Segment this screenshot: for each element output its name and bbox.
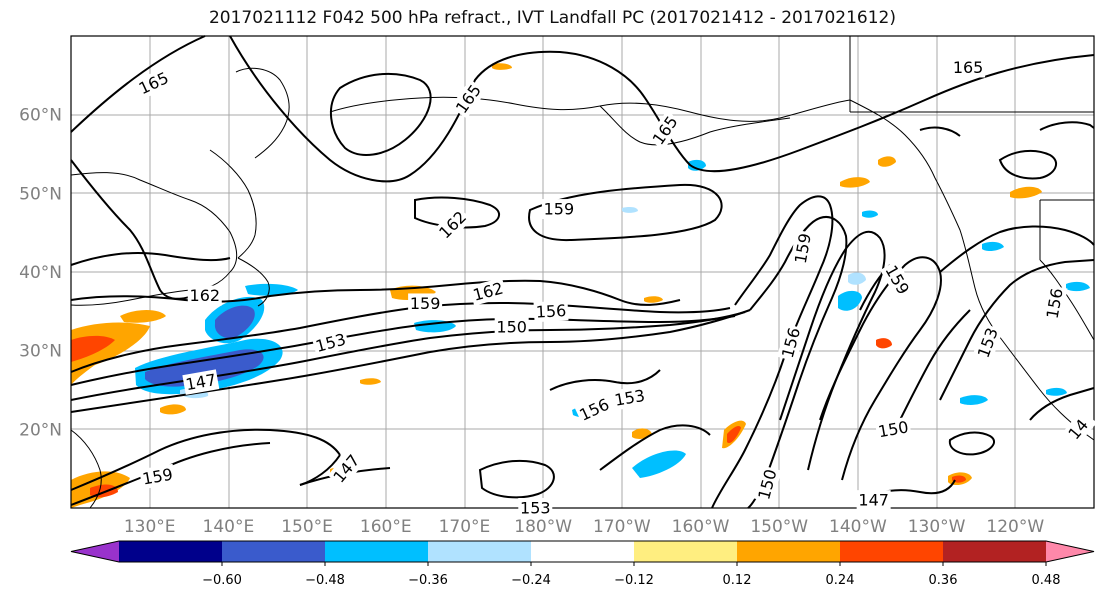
contour-label-background <box>133 66 174 100</box>
contour-label: 156 <box>1041 284 1068 322</box>
contour-label-background <box>972 323 1003 363</box>
lat-tick-label: 60°N <box>19 106 62 126</box>
colorbar-segment <box>428 541 532 562</box>
contour-label-text: 147 <box>858 491 889 510</box>
contour-label-background <box>139 463 177 490</box>
contour-label-text: 156 <box>535 301 566 322</box>
contour-label-background <box>433 205 472 244</box>
colorbar-segment <box>531 541 635 562</box>
colorbar-segment <box>943 541 1047 562</box>
contour-label: 165 <box>951 57 986 78</box>
coastlines <box>70 36 1095 509</box>
lon-tick-label: 130°E <box>124 517 176 537</box>
contour-label: 147 <box>856 490 891 511</box>
lon-tick-label: 120°W <box>986 517 1044 537</box>
height-contours <box>70 35 1095 509</box>
lon-tick-label: 160°W <box>672 517 730 537</box>
colorbar-tick-label: −0.60 <box>202 573 242 588</box>
colorbar-segment <box>222 541 326 562</box>
colorbar-tick-label: 0.48 <box>1032 573 1061 588</box>
contour-label-background <box>182 369 220 395</box>
contour-label-background <box>1059 409 1097 449</box>
contour-label: 153 <box>611 385 649 411</box>
map-frame <box>70 35 1095 509</box>
lon-tick-label: 180°W <box>514 517 572 537</box>
lon-tick-label: 140°W <box>829 517 887 537</box>
contour-label-background <box>753 465 782 504</box>
contour-label: 150 <box>874 416 912 443</box>
contour-label-background <box>856 490 891 511</box>
contour-label-background <box>1041 284 1068 322</box>
contour-label-background <box>327 449 366 489</box>
lon-tick-label: 130°W <box>908 517 966 537</box>
longitude-axis: 130°E 140°E 150°E 160°E 170°E 180°W 170°W 160°W… <box>124 517 1045 537</box>
colorbar-segment <box>634 541 738 562</box>
contour-label-text: 159 <box>410 294 441 313</box>
colorbar-tick-label: 0.12 <box>723 573 752 588</box>
contour-label-text: 153 <box>520 499 551 518</box>
contour-label: 159 <box>408 293 443 314</box>
lon-tick-label: 170°W <box>593 517 651 537</box>
contour-label-background <box>790 229 816 267</box>
contour-label: 159 <box>790 229 816 267</box>
contour-label: 159 <box>139 463 177 490</box>
colorbar-tick-label: −0.36 <box>408 573 448 588</box>
lon-tick-label: 170°E <box>439 517 491 537</box>
colorbar <box>70 540 1095 563</box>
contour-label-background <box>574 393 614 426</box>
contour-label-background <box>311 328 350 357</box>
colorbar-tick-label: 0.24 <box>826 573 855 588</box>
contour-label-text: 159 <box>544 200 575 219</box>
contour-label-background <box>533 300 569 323</box>
contour-label-text: 162 <box>190 286 221 305</box>
lat-tick-label: 40°N <box>19 263 62 283</box>
contour-label-background <box>951 57 986 78</box>
contour-label-text: 165 <box>953 58 984 77</box>
lon-tick-label: 150°W <box>750 517 808 537</box>
lat-tick-label: 50°N <box>19 184 62 204</box>
colorbar-high-extend <box>1046 541 1094 562</box>
contour-label-background <box>408 293 443 314</box>
contour-label: 156 <box>533 300 569 323</box>
colorbar-segment <box>119 541 223 562</box>
contour-label: 147 <box>327 449 366 489</box>
contour-label: 162 <box>187 285 222 306</box>
colorbar-segment <box>840 541 944 562</box>
colorbar-tick-label: 0.36 <box>929 573 958 588</box>
contour-label-background <box>647 110 684 151</box>
colorbar-low-extend <box>71 541 119 562</box>
contour-label-background <box>518 498 553 518</box>
lon-tick-label: 160°E <box>360 517 412 537</box>
colorbar-tick-label: −0.12 <box>614 573 654 588</box>
contour-label-text: 150 <box>496 318 527 337</box>
contour-label: 153 <box>311 328 350 357</box>
contour-label-background <box>450 79 487 119</box>
lon-tick-label: 140°E <box>203 517 255 537</box>
colorbar-tick-labels: −0.60 −0.48 −0.36 −0.24 −0.12 0.12 0.24 0.36 0.4… <box>202 562 1061 588</box>
map-title: 2017021112 F042 500 hPa refract., IVT La… <box>208 8 896 28</box>
contour-label-background <box>611 385 649 411</box>
latitude-axis: 60°N 50°N 40°N 30°N 20°N <box>19 106 62 441</box>
lat-tick-label: 20°N <box>19 420 62 440</box>
colorbar-segment <box>737 541 841 562</box>
contour-label-background <box>494 317 529 338</box>
contour-label-background <box>880 260 915 300</box>
contour-label-background <box>874 416 912 443</box>
colorbar-tick-label: −0.48 <box>305 573 345 588</box>
lon-tick-label: 150°E <box>281 517 333 537</box>
contour-label-background <box>469 277 508 306</box>
colorbar-tick-label: −0.24 <box>511 573 551 588</box>
contour-label: 147 <box>182 369 220 395</box>
contour-label: 150 <box>494 317 529 338</box>
lat-tick-label: 30°N <box>19 342 62 362</box>
contour-label-background <box>187 285 222 306</box>
colorbar-segment <box>325 541 429 562</box>
contour-label: 153 <box>518 498 553 518</box>
contour-label-background <box>776 323 806 362</box>
contour-label: 159 <box>541 199 576 220</box>
contour-label-background <box>541 199 576 220</box>
